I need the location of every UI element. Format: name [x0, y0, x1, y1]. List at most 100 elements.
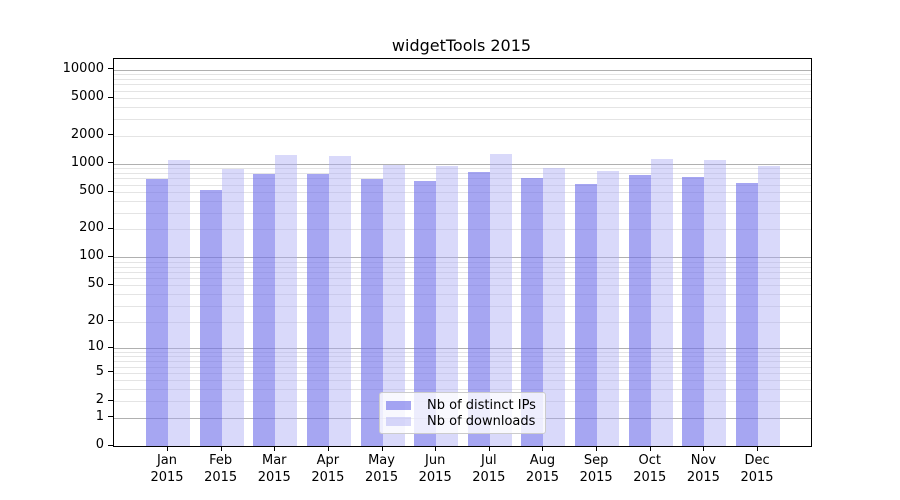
y-tick-mark — [108, 190, 113, 192]
bar-downloads — [704, 159, 727, 446]
gridline-minor — [114, 184, 811, 186]
y-tick-mark — [108, 283, 113, 285]
gridline-minor — [114, 351, 811, 353]
y-axis-tick-label: 5000 — [70, 89, 104, 105]
gridline-minor — [114, 135, 811, 137]
legend-swatch-distinct-ips — [386, 400, 411, 410]
x-axis-tick-label: Dec 2015 — [740, 453, 774, 485]
gridline-major — [114, 69, 811, 71]
y-axis-tick-label: 20 — [87, 312, 104, 328]
x-axis-tick-label: Nov 2015 — [686, 453, 720, 485]
y-axis-tick-label: 10 — [87, 339, 104, 355]
gridline-minor — [114, 78, 811, 80]
gridline-minor — [114, 229, 811, 231]
gridline-minor — [114, 168, 811, 170]
bar-distinct-ips — [306, 173, 329, 446]
gridline-minor — [114, 285, 811, 287]
gridline-minor — [114, 201, 811, 203]
x-axis-tick-label: Apr 2015 — [311, 453, 345, 485]
x-axis-tick-label: Oct 2015 — [633, 453, 667, 485]
gridline-minor — [114, 74, 811, 76]
gridline-minor — [114, 366, 811, 368]
bar-distinct-ips — [736, 182, 759, 446]
x-tick-mark — [542, 446, 544, 451]
chart-title: widgetTools 2015 — [391, 36, 532, 55]
x-axis-tick-label: Jun 2015 — [418, 453, 452, 485]
y-tick-mark — [108, 416, 113, 418]
bar-distinct-ips — [467, 171, 490, 446]
gridline-minor — [114, 380, 811, 382]
x-tick-mark — [596, 446, 598, 451]
bar-downloads — [168, 159, 190, 446]
y-tick-mark — [108, 346, 113, 348]
y-tick-mark — [108, 227, 113, 229]
x-tick-mark — [327, 446, 329, 451]
y-axis-tick-label: 100 — [79, 248, 104, 264]
x-tick-mark — [220, 446, 222, 451]
gridline-minor — [114, 98, 811, 100]
bar-downloads — [543, 167, 566, 446]
x-tick-mark — [757, 446, 759, 451]
y-tick-mark — [108, 444, 113, 446]
gridline-minor — [114, 356, 811, 358]
y-tick-mark — [108, 134, 113, 136]
y-axis-tick-label: 500 — [79, 183, 104, 199]
x-tick-mark — [488, 446, 490, 451]
bar-distinct-ips — [575, 183, 598, 446]
gridline-minor — [114, 321, 811, 323]
y-tick-mark — [108, 371, 113, 373]
bar-distinct-ips — [360, 178, 383, 446]
gridline-minor — [114, 361, 811, 363]
y-axis-tick-label: 50 — [87, 276, 104, 292]
bar-downloads — [436, 165, 459, 446]
y-tick-mark — [108, 399, 113, 401]
x-tick-mark — [274, 446, 276, 451]
bar-distinct-ips — [682, 176, 705, 446]
y-tick-mark — [108, 255, 113, 257]
bar-distinct-ips — [521, 177, 544, 446]
gridline-minor — [114, 389, 811, 391]
legend: Nb of distinct IPs Nb of downloads — [379, 392, 546, 434]
x-tick-mark — [167, 446, 168, 451]
bar-downloads — [328, 155, 351, 446]
gridline-minor — [114, 278, 811, 280]
bar-distinct-ips — [253, 173, 276, 446]
y-tick-mark — [108, 320, 113, 322]
y-axis-tick-label: 1000 — [70, 154, 104, 170]
x-axis-tick-label: Feb 2015 — [204, 453, 238, 485]
bar-distinct-ips — [199, 189, 222, 446]
gridline-major — [114, 163, 811, 165]
plot-area — [113, 58, 812, 447]
gridline-minor — [114, 212, 811, 214]
y-axis-tick-label: 10000 — [62, 60, 104, 76]
gridline-minor — [114, 172, 811, 174]
x-axis-tick-label: May 2015 — [365, 453, 399, 485]
x-tick-mark — [649, 446, 651, 451]
y-tick-mark — [108, 68, 113, 70]
y-axis-tick-label: 200 — [79, 220, 104, 236]
legend-item-distinct-ips: Nb of distinct IPs — [386, 397, 539, 413]
x-axis-tick-label: Mar 2015 — [257, 453, 291, 485]
y-axis-tick-label: 1 — [95, 408, 104, 424]
bar-distinct-ips — [628, 175, 651, 446]
y-tick-mark — [108, 162, 113, 164]
bar-downloads — [650, 158, 673, 446]
bar-downloads — [275, 154, 298, 446]
y-tick-mark — [108, 96, 113, 98]
gridline-minor — [114, 118, 811, 120]
x-axis-tick-label: Jan 2015 — [150, 453, 184, 485]
y-axis-tick-label: 0 — [95, 437, 104, 452]
gridline-minor — [114, 84, 811, 86]
gridline-minor — [114, 192, 811, 194]
gridline-minor — [114, 178, 811, 180]
gridline-major — [114, 348, 811, 350]
gridline-minor — [114, 271, 811, 273]
legend-label-downloads: Nb of downloads — [427, 413, 536, 429]
gridline-minor — [114, 372, 811, 374]
gridline-minor — [114, 90, 811, 92]
gridline-minor — [114, 305, 811, 307]
x-axis-tick-label: Sep 2015 — [579, 453, 613, 485]
x-tick-mark — [703, 446, 705, 451]
bar-downloads — [758, 165, 781, 446]
